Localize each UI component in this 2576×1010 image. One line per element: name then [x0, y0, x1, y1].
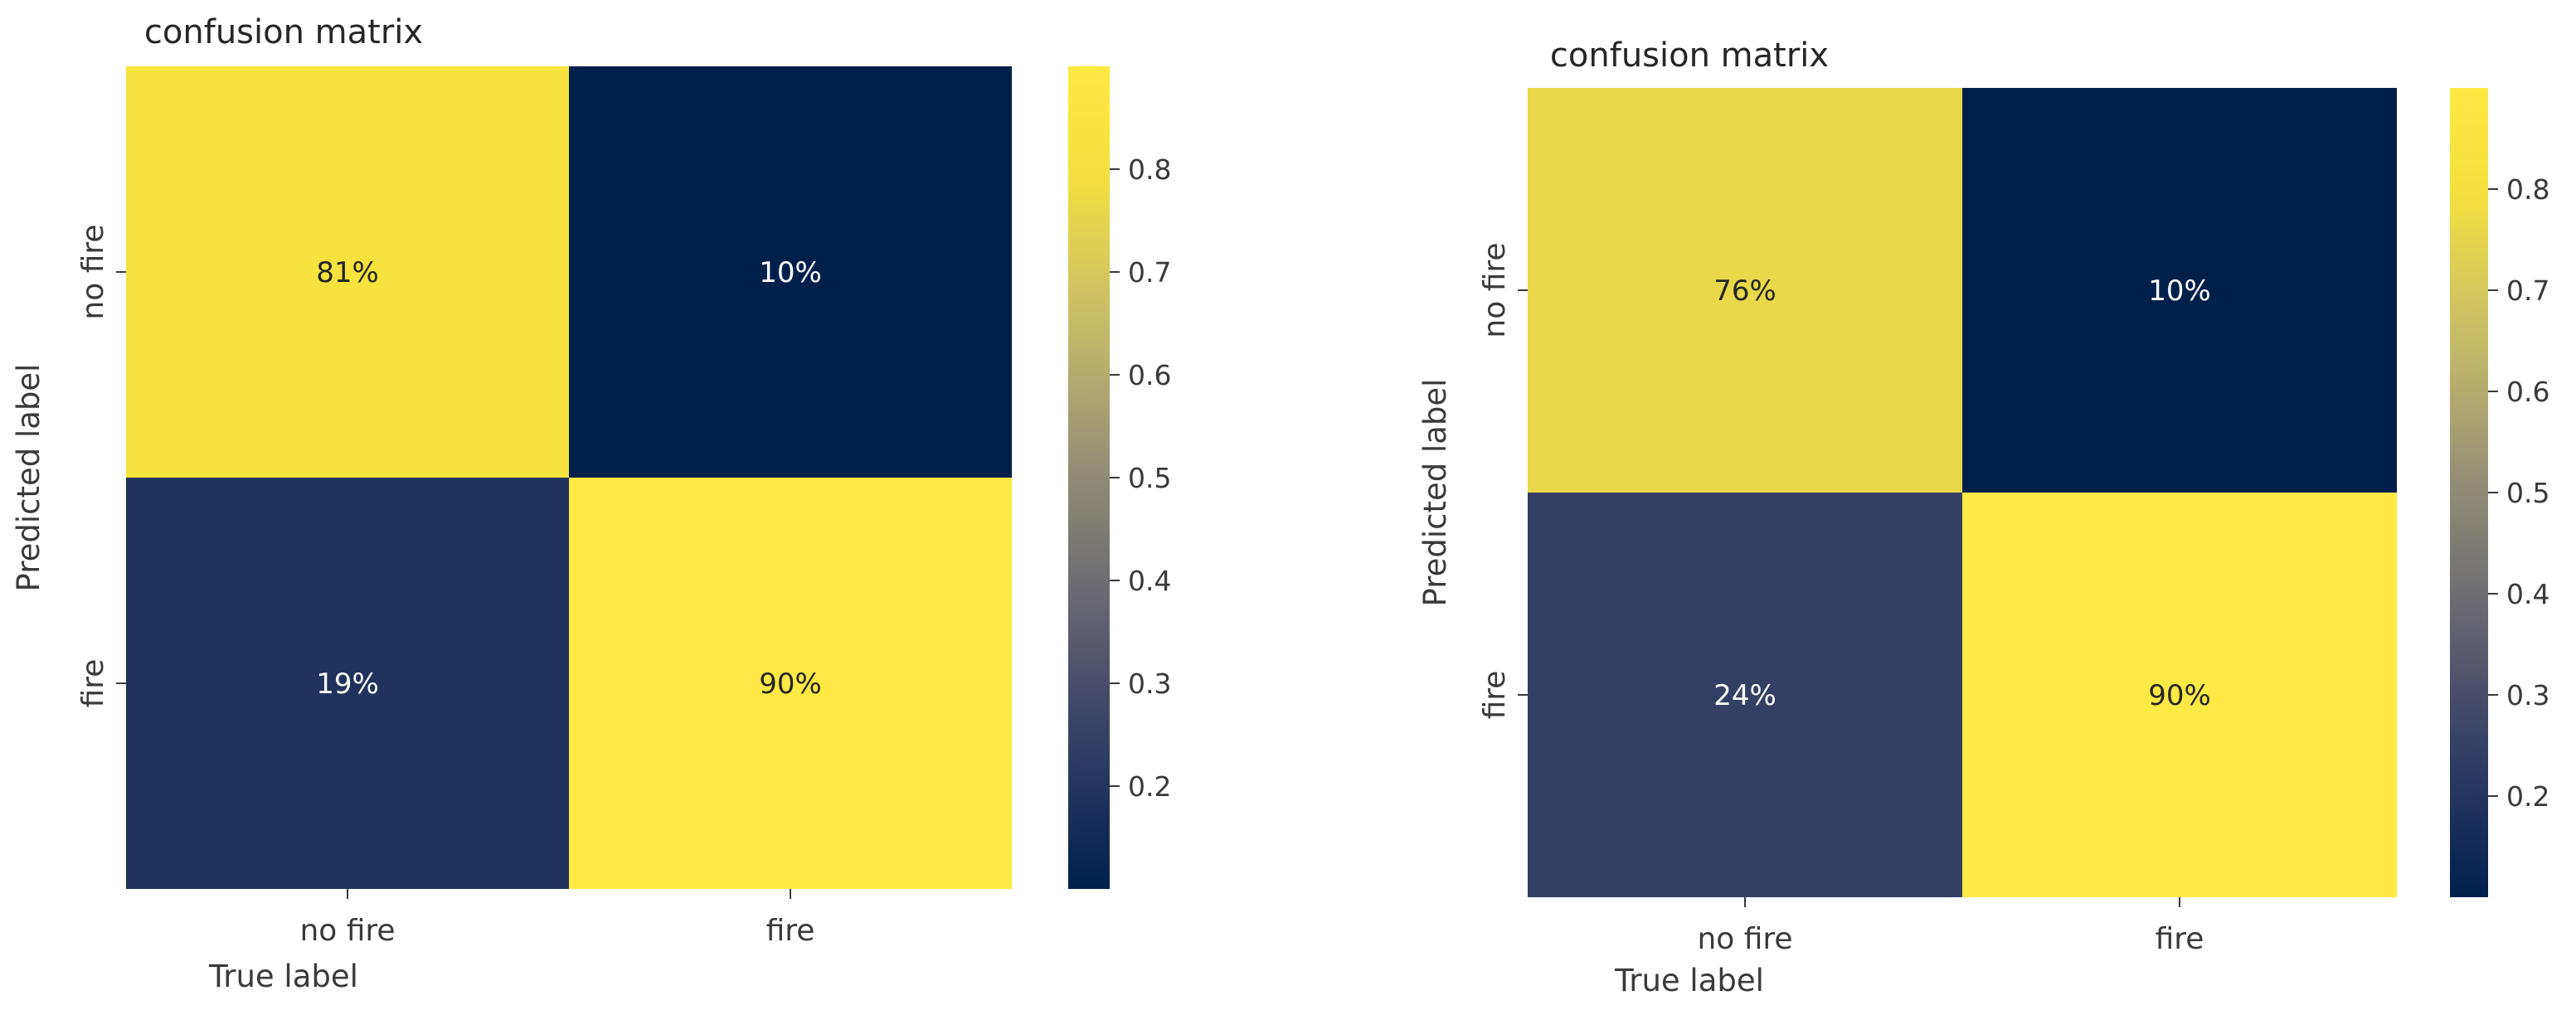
colorbar-tick-label: 0.8 — [2506, 173, 2549, 206]
x-tick-label: fire — [2156, 922, 2204, 956]
colorbar-gradient — [1068, 66, 1110, 889]
colorbar: 0.2 0.3 0.4 0.5 0.6 0.7 0.8 — [1068, 66, 1171, 889]
x-tick-labels: no fire fire — [299, 889, 814, 948]
chart-title: confusion matrix — [1550, 36, 1829, 75]
y-tick-label: fire — [1478, 671, 1512, 720]
y-tick-labels: no fire fire — [76, 224, 126, 707]
y-tick-label: no fire — [76, 224, 110, 319]
colorbar-tick-label: 0.6 — [2506, 376, 2549, 408]
colorbar-tick-label: 0.5 — [1128, 462, 1171, 494]
cell-annotation: 10% — [2148, 274, 2211, 308]
colorbar-tick-label: 0.4 — [1128, 565, 1171, 597]
x-axis-label: True label — [208, 959, 358, 994]
x-tick-label: fire — [766, 914, 815, 948]
heatmap-cells: 76% 10% 24% 90% — [1528, 88, 2397, 897]
heatmap-cell — [126, 478, 569, 889]
confusion-matrix-right-svg: confusion matrix 76% 10% 24% 90% no fire fir… — [1417, 36, 2549, 998]
cell-annotation: 81% — [316, 256, 379, 289]
y-tick-label: fire — [76, 659, 110, 708]
colorbar-gradient — [2450, 88, 2488, 897]
cell-annotation: 24% — [1713, 679, 1776, 712]
colorbar-tick-label: 0.7 — [2506, 274, 2549, 307]
colorbar-tick-label: 0.4 — [2506, 578, 2549, 610]
y-axis-label: Predicted label — [1417, 379, 1453, 607]
heatmap-cell — [1962, 88, 2397, 493]
x-axis-label: True label — [1614, 963, 1764, 998]
cell-annotation: 90% — [2148, 679, 2211, 712]
confusion-matrix-right: confusion matrix 76% 10% 24% 90% no fire fir… — [1402, 0, 2576, 1010]
colorbar-tick-label: 0.6 — [1128, 359, 1171, 391]
heatmap-cell — [1962, 493, 2397, 897]
cell-annotation: 19% — [316, 668, 379, 701]
y-tick-labels: no fire fire — [1478, 242, 1528, 719]
heatmap-cell — [1528, 88, 1962, 493]
colorbar: 0.2 0.3 0.4 0.5 0.6 0.7 0.8 — [2450, 88, 2549, 897]
y-tick-label: no fire — [1478, 242, 1512, 337]
x-tick-labels: no fire fire — [1697, 897, 2204, 956]
colorbar-tick-label: 0.8 — [1128, 153, 1171, 186]
chart-title: confusion matrix — [144, 13, 423, 51]
y-axis-label: Predicted label — [11, 364, 46, 592]
colorbar-tick-label: 0.5 — [2506, 477, 2549, 509]
confusion-matrix-left: confusion matrix 81% 10% 19% 90% no fire fir… — [0, 0, 1244, 1010]
heatmap-cells: 81% 10% 19% 90% — [126, 66, 1012, 889]
cell-annotation: 10% — [759, 256, 822, 289]
heatmap-cell — [569, 478, 1012, 889]
heatmap-cell — [1528, 493, 1962, 897]
confusion-matrix-left-svg: confusion matrix 81% 10% 19% 90% no fire fir… — [11, 13, 1171, 994]
colorbar-tick-label: 0.7 — [1128, 256, 1171, 289]
heatmap-cell — [126, 66, 569, 478]
colorbar-tick-label: 0.3 — [2506, 679, 2549, 711]
heatmap-cell — [569, 66, 1012, 478]
colorbar-tick-label: 0.2 — [2506, 780, 2549, 813]
cell-annotation: 76% — [1713, 274, 1776, 308]
colorbar-tick-label: 0.3 — [1128, 668, 1171, 700]
x-tick-label: no fire — [299, 914, 395, 948]
x-tick-label: no fire — [1697, 922, 1792, 956]
cell-annotation: 90% — [759, 668, 822, 701]
colorbar-tick-label: 0.2 — [1128, 770, 1171, 803]
